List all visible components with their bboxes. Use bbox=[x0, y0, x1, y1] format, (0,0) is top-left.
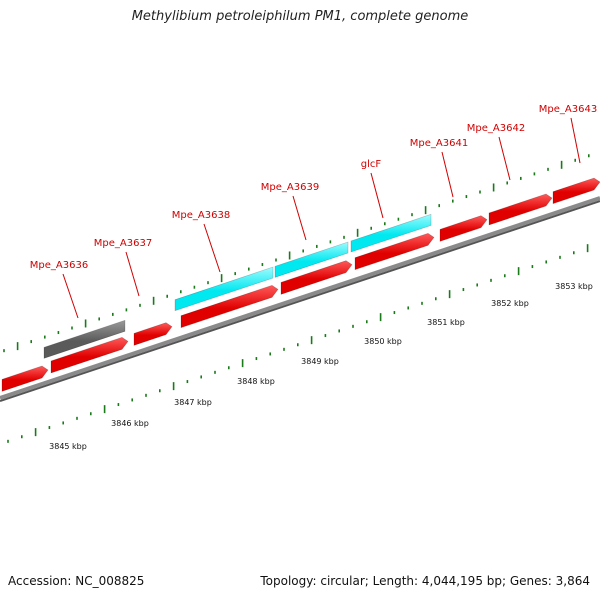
gene-label-mpe_a3636[interactable]: Mpe_A3636 bbox=[30, 260, 88, 271]
gene-block[interactable] bbox=[354, 233, 435, 271]
gene-label-mpe_a3642[interactable]: Mpe_A3642 bbox=[467, 123, 525, 134]
scale-label: 3847 kbp bbox=[174, 398, 212, 407]
scale-label: 3849 kbp bbox=[301, 357, 339, 366]
rna-block[interactable] bbox=[274, 241, 349, 278]
gene-leader-line bbox=[370, 172, 384, 219]
gene-leader-line bbox=[292, 195, 307, 241]
gene-leader-line bbox=[441, 151, 454, 198]
gene-leader-line bbox=[62, 273, 79, 319]
gene-leader-line bbox=[125, 251, 140, 297]
gene-block[interactable] bbox=[50, 337, 129, 374]
rna-block[interactable] bbox=[350, 213, 432, 253]
gene-label-mpe_a3643[interactable]: Mpe_A3643 bbox=[539, 104, 597, 115]
scale-label: 3846 kbp bbox=[111, 419, 149, 428]
map-title: Methylibium petroleiphilum PM1, complete… bbox=[131, 9, 469, 24]
gene-block[interactable] bbox=[488, 193, 553, 226]
scale-label: 3853 kbp bbox=[555, 282, 593, 291]
pseudogene-block[interactable] bbox=[43, 319, 126, 359]
gene-label-mpe_a3637[interactable]: Mpe_A3637 bbox=[94, 238, 152, 249]
gene-label-mpe_a3638[interactable]: Mpe_A3638 bbox=[172, 210, 230, 221]
genome-summary-label: Topology: circular; Length: 4,044,195 bp… bbox=[260, 574, 590, 588]
scale-label: 3845 kbp bbox=[49, 442, 87, 451]
gene-label-glcf[interactable]: glcF bbox=[361, 159, 382, 170]
scale-label: 3852 kbp bbox=[491, 299, 529, 308]
backbone-line bbox=[0, 196, 600, 400]
scale-label: 3851 kbp bbox=[427, 318, 465, 327]
gene-block[interactable] bbox=[280, 260, 353, 295]
scale-label: 3850 kbp bbox=[364, 337, 402, 346]
gene-block[interactable] bbox=[1, 365, 49, 392]
gene-leader-line bbox=[570, 117, 581, 164]
gene-label-mpe_a3639[interactable]: Mpe_A3639 bbox=[261, 182, 319, 193]
backbone-shadow bbox=[0, 200, 600, 402]
rna-block[interactable] bbox=[174, 266, 274, 312]
scale-label: 3848 kbp bbox=[237, 377, 275, 386]
gene-block[interactable] bbox=[133, 322, 173, 346]
gene-leader-line bbox=[203, 223, 221, 273]
gene-block[interactable] bbox=[552, 177, 600, 205]
gene-block[interactable] bbox=[180, 285, 279, 329]
gene-leader-line bbox=[498, 136, 511, 181]
gene-label-mpe_a3641[interactable]: Mpe_A3641 bbox=[410, 138, 468, 149]
accession-label: Accession: NC_008825 bbox=[8, 574, 145, 588]
gene-block[interactable] bbox=[439, 215, 488, 242]
